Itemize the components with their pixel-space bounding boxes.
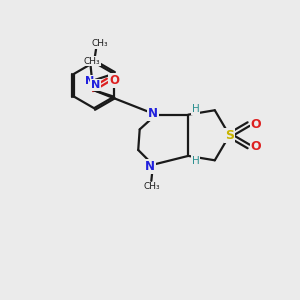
Text: N: N	[91, 80, 101, 90]
Text: H: H	[192, 156, 200, 166]
Text: N: N	[145, 160, 155, 173]
Text: O: O	[109, 74, 119, 87]
Text: N: N	[148, 107, 158, 120]
Text: S: S	[225, 129, 234, 142]
Text: CH₃: CH₃	[84, 57, 100, 66]
Text: N: N	[85, 76, 94, 86]
Text: H: H	[192, 104, 200, 114]
Text: CH₃: CH₃	[92, 39, 108, 48]
Text: O: O	[251, 118, 261, 130]
Text: O: O	[251, 140, 261, 153]
Text: CH₃: CH₃	[143, 182, 160, 191]
